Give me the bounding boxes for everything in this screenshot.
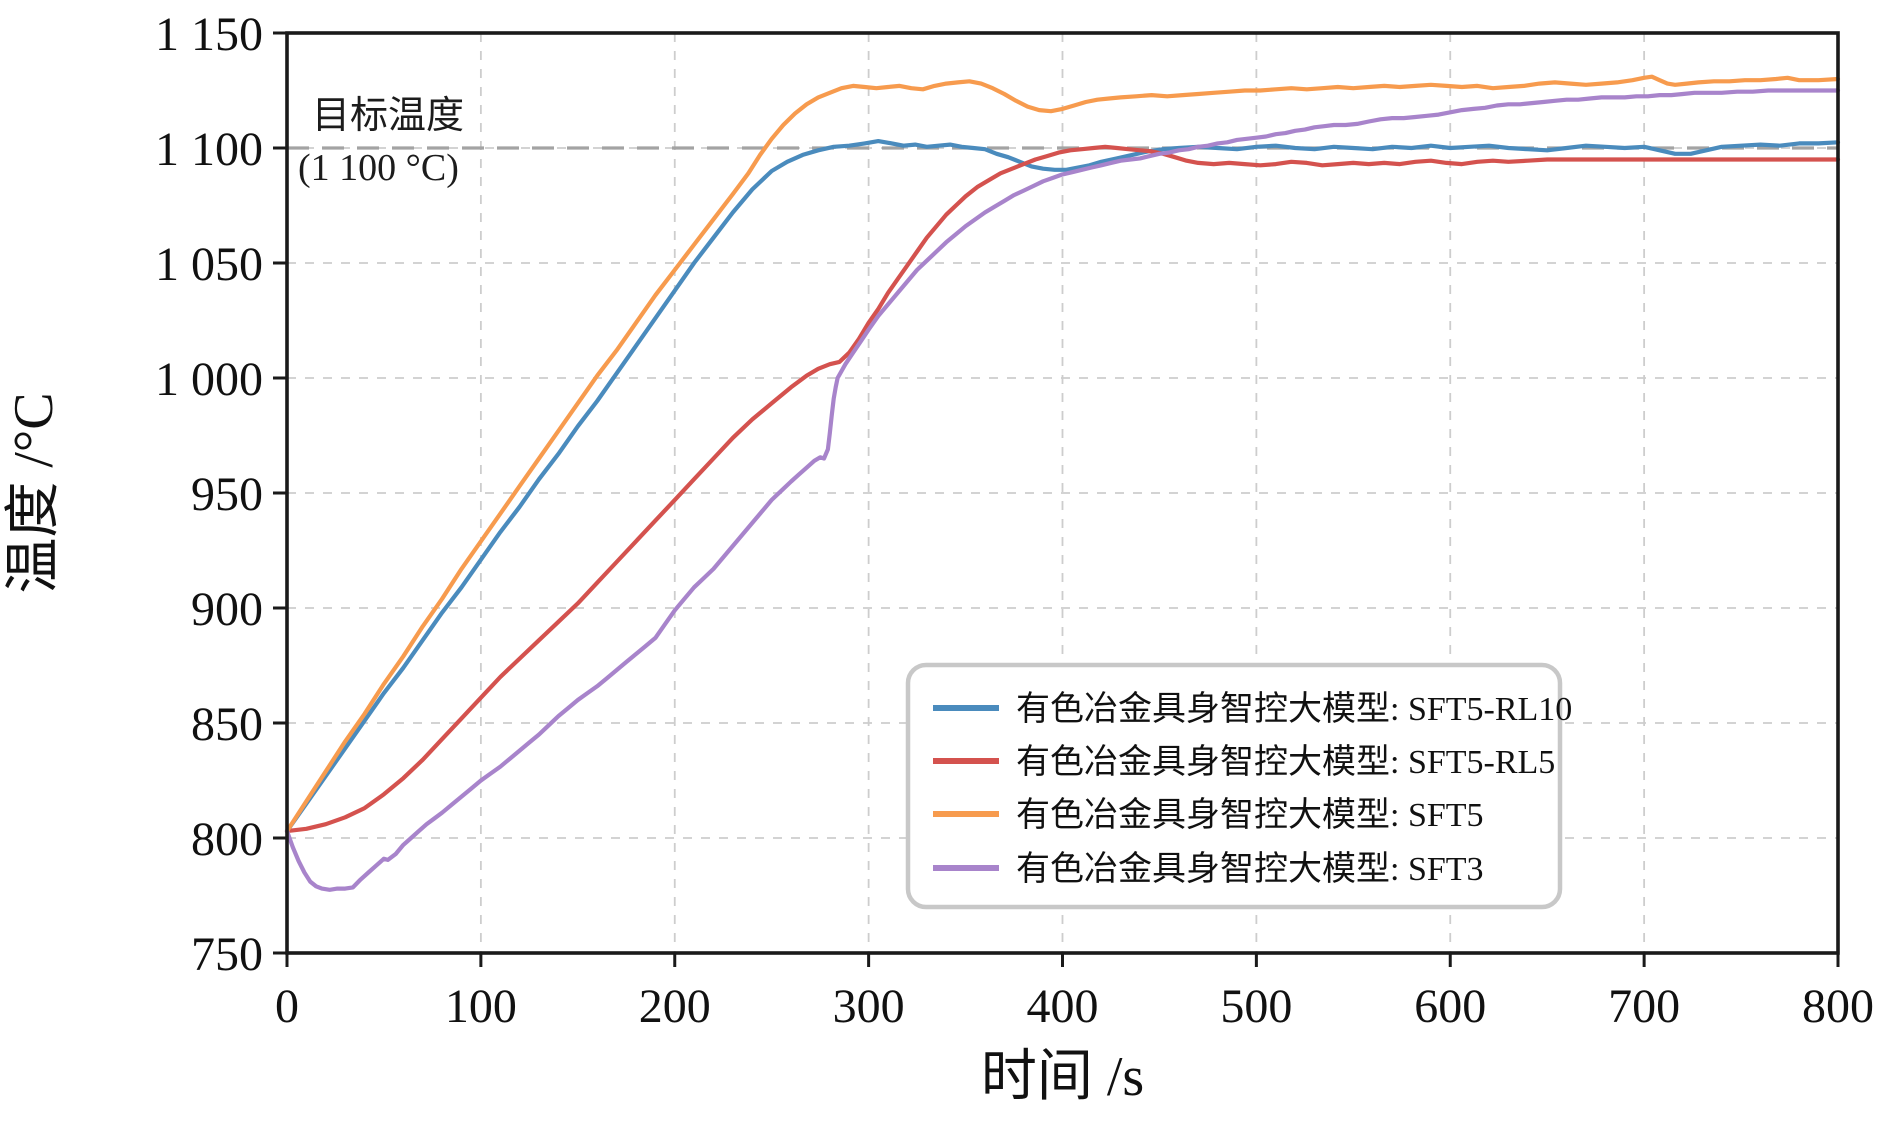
x-tick-label: 100 — [445, 980, 517, 1033]
y-tick-label: 1 100 — [155, 123, 263, 176]
y-tick-label: 950 — [191, 468, 263, 521]
annotation-line-1: 目标温度 — [312, 95, 464, 137]
y-tick-label: 1 000 — [155, 353, 263, 406]
annotation-line-2: (1 100 °C) — [298, 147, 459, 189]
y-tick-label: 1 050 — [155, 238, 263, 291]
x-tick-label: 800 — [1802, 980, 1874, 1033]
y-tick-label: 800 — [191, 813, 263, 866]
series-line-4 — [284, 88, 1841, 892]
series-line-2 — [284, 144, 1841, 834]
x-tick-label: 500 — [1220, 980, 1292, 1033]
series-line-1 — [284, 139, 1841, 834]
x-tick-label: 600 — [1414, 980, 1486, 1033]
legend-box — [905, 662, 1563, 910]
x-tick-label: 700 — [1608, 980, 1680, 1033]
y-tick-label: 900 — [191, 583, 263, 636]
legend-label: 有色冶金具身智控大模型: SFT5-RL5 — [1016, 743, 1555, 781]
x-tick-label: 300 — [833, 980, 905, 1033]
x-axis-label: 时间 /s — [981, 1046, 1144, 1108]
y-tick-label: 750 — [191, 928, 263, 981]
legend-label: 有色冶金具身智控大模型: SFT3 — [1016, 850, 1484, 888]
series-line-3 — [284, 74, 1841, 834]
y-axis-label: 温度 /°C — [3, 392, 65, 593]
x-tick-label: 0 — [275, 980, 299, 1033]
legend-label: 有色冶金具身智控大模型: SFT5-RL10 — [1016, 690, 1572, 728]
x-tick-label: 200 — [639, 980, 711, 1033]
legend-label: 有色冶金具身智控大模型: SFT5 — [1016, 796, 1484, 834]
x-tick-label: 400 — [1027, 980, 1099, 1033]
y-tick-label: 1 150 — [155, 8, 263, 61]
y-tick-label: 850 — [191, 698, 263, 751]
